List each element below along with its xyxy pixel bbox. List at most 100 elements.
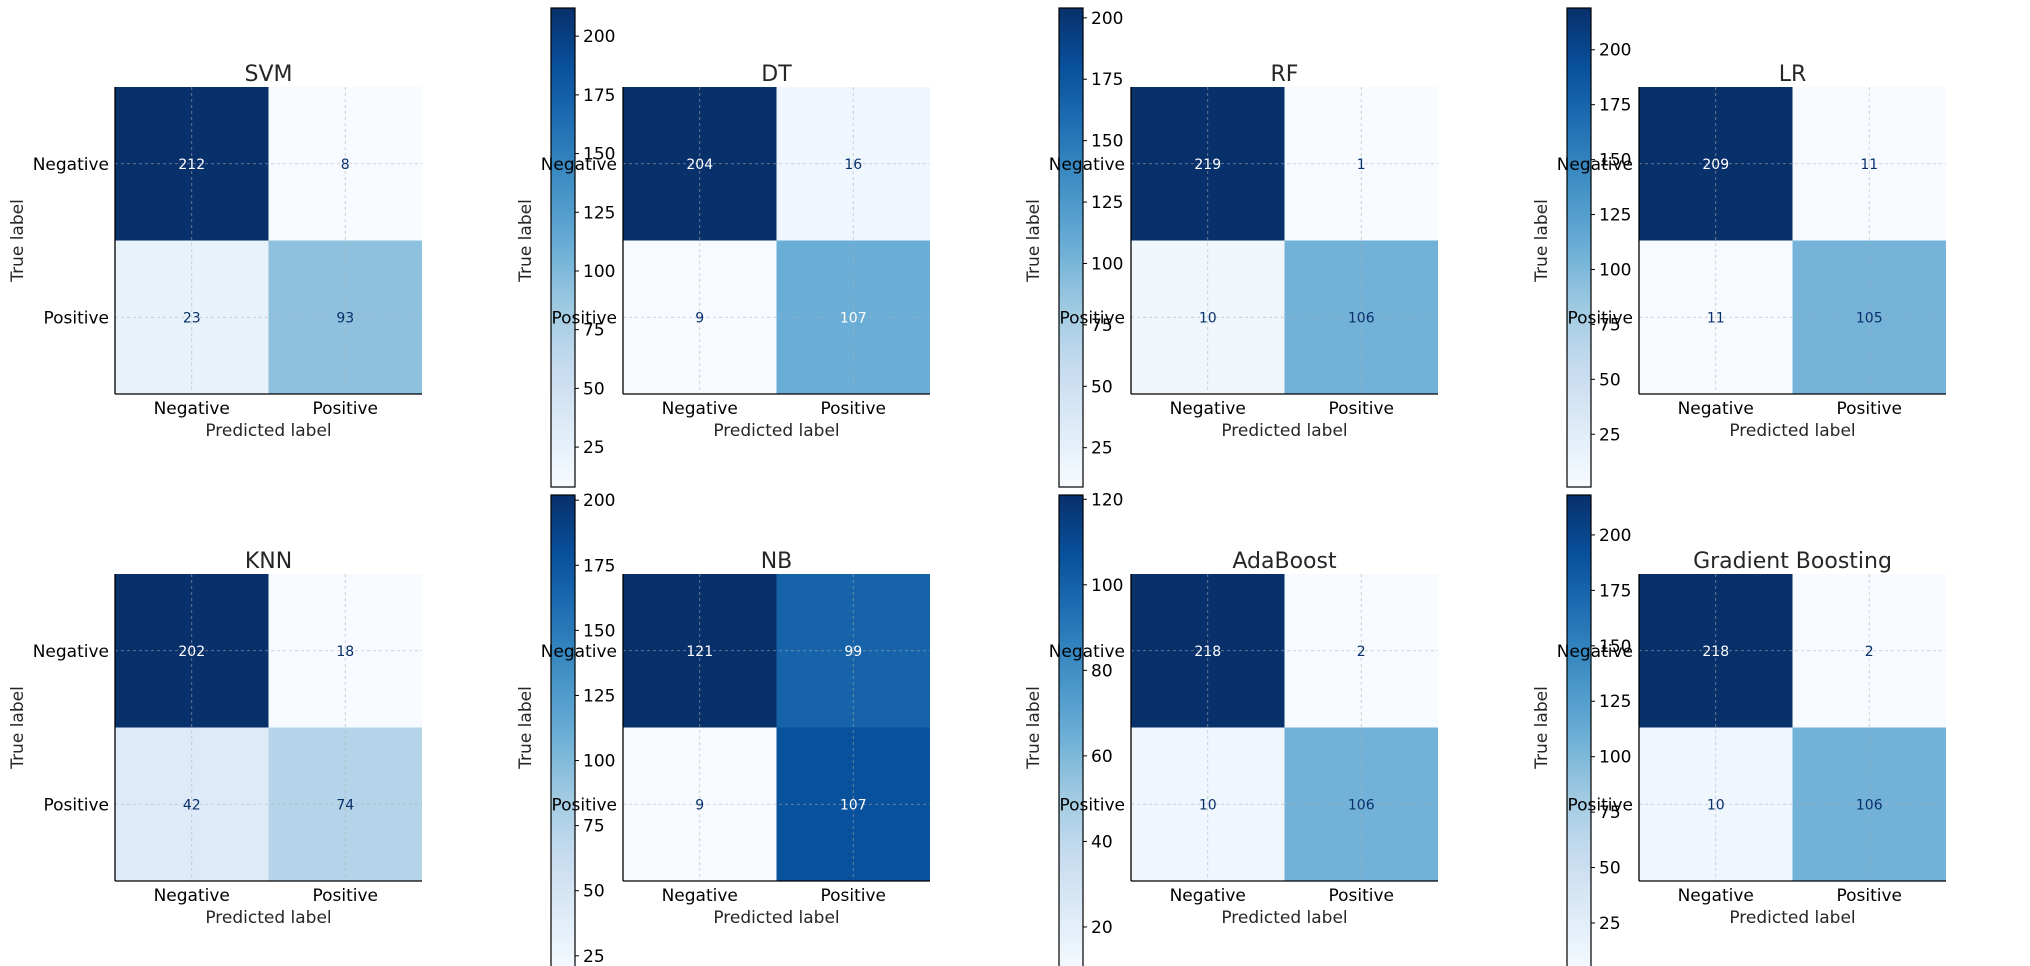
confusion-matrix-lr: 209 11 11 105 LR Negative Positive Negative Posi… (1532, 62, 1946, 441)
x-tick-label: Negative (154, 399, 230, 419)
chart-title: RF (1271, 62, 1299, 87)
cell-value-label: 106 (1348, 310, 1375, 326)
x-axis-label: Predicted label (205, 908, 331, 928)
cell-value-label: 10 (1199, 797, 1217, 813)
x-axis-label: Predicted label (1221, 421, 1347, 441)
x-tick-label: Positive (1836, 886, 1902, 906)
colorbar-tick-label: 175 (1599, 581, 1631, 601)
y-tick-label: Negative (1557, 155, 1633, 175)
colorbar-tick-label: 25 (1599, 425, 1621, 445)
x-tick-label: Negative (1678, 399, 1754, 419)
cell-value-label: 99 (844, 644, 862, 660)
x-tick-label: Positive (820, 399, 886, 419)
y-axis-label: True label (8, 199, 28, 283)
x-tick-label: Negative (662, 399, 738, 419)
colorbar-tick-label: 50 (1091, 377, 1113, 397)
x-tick-label: Negative (662, 886, 738, 906)
cell-value-label: 9 (695, 310, 704, 326)
x-tick-label: Negative (1170, 399, 1246, 419)
colorbar-tick-label: 25 (583, 438, 605, 458)
cell-value-label: 204 (686, 157, 713, 173)
x-tick-label: Positive (312, 886, 378, 906)
y-tick-label: Negative (33, 642, 109, 662)
colorbar-tick-label: 150 (583, 621, 615, 641)
colorbar-tick-label: 125 (1599, 206, 1631, 226)
y-tick-label: Positive (43, 795, 109, 815)
x-tick-label: Negative (1170, 886, 1246, 906)
y-tick-label: Positive (1567, 795, 1633, 815)
cell-value-label: 10 (1199, 310, 1217, 326)
colorbar-tick-label: 125 (583, 686, 615, 706)
colorbar-tick-label: 200 (1091, 9, 1123, 29)
colorbar-tick-label: 200 (1599, 526, 1631, 546)
y-axis-label: True label (1024, 199, 1044, 283)
colorbar-tick-label: 25 (1599, 914, 1621, 934)
x-tick-label: Negative (154, 886, 230, 906)
confusion-matrix-dt: 204 16 9 107 DT Negative Positive Negative Posit… (516, 7, 1123, 488)
y-axis-label: True label (516, 199, 536, 283)
colorbar-tick-label: 100 (583, 262, 615, 282)
y-tick-label: Negative (541, 642, 617, 662)
colorbar (1058, 7, 1084, 488)
cell-value-label: 105 (1856, 310, 1883, 326)
cell-value-label: 202 (178, 644, 205, 660)
cell-value-label: 16 (844, 157, 862, 173)
colorbar (1058, 494, 1084, 966)
colorbar-tick-label: 150 (1599, 151, 1631, 171)
cell-value-label: 218 (1702, 644, 1729, 660)
colorbar-tick-label: 200 (1599, 41, 1631, 61)
confusion-matrix-adaboost: 218 2 10 106 AdaBoost Negative Positive Negativ… (1024, 494, 1631, 966)
cell-value-label: 11 (1707, 310, 1725, 326)
x-tick-label: Positive (1328, 886, 1394, 906)
colorbar-tick-label: 40 (1091, 832, 1113, 852)
colorbar-tick-label: 120 (1091, 490, 1123, 510)
colorbar (1566, 7, 1592, 488)
y-tick-label: Positive (1567, 308, 1633, 328)
colorbar-tick-label: 75 (583, 321, 605, 341)
y-axis-label: True label (1532, 686, 1552, 770)
cell-value-label: 8 (341, 157, 350, 173)
colorbar-tick-label: 175 (1599, 96, 1631, 116)
y-tick-label: Positive (551, 795, 617, 815)
x-tick-label: Positive (820, 886, 886, 906)
colorbar-tick-label: 75 (1599, 315, 1621, 335)
colorbar-tick-label: 50 (1599, 859, 1621, 879)
y-tick-label: Negative (1049, 642, 1125, 662)
colorbar-tick-label: 100 (583, 752, 615, 772)
y-tick-label: Negative (541, 155, 617, 175)
cell-value-label: 10 (1707, 797, 1725, 813)
cell-value-label: 2 (1865, 644, 1874, 660)
colorbar-tick-label: 50 (1599, 370, 1621, 390)
colorbar-tick-label: 25 (583, 947, 605, 966)
colorbar-tick-label: 175 (583, 556, 615, 576)
colorbar (550, 7, 576, 488)
colorbar-tick-label: 150 (1599, 637, 1631, 657)
chart-title: KNN (245, 549, 292, 574)
cell-value-label: 209 (1702, 157, 1729, 173)
x-tick-label: Positive (1836, 399, 1902, 419)
x-axis-label: Predicted label (713, 421, 839, 441)
y-axis-label: True label (1024, 686, 1044, 770)
colorbar-tick-label: 50 (583, 882, 605, 902)
cell-value-label: 9 (695, 797, 704, 813)
colorbar-tick-label: 100 (1599, 260, 1631, 280)
colorbar-tick-label: 100 (1091, 254, 1123, 274)
y-axis-label: True label (8, 686, 28, 770)
cell-value-label: 106 (1348, 797, 1375, 813)
colorbar-tick-label: 20 (1091, 918, 1113, 938)
cell-value-label: 2 (1357, 644, 1366, 660)
cell-value-label: 74 (336, 797, 354, 813)
chart-title: SVM (245, 62, 293, 87)
cell-value-label: 106 (1856, 797, 1883, 813)
cell-value-label: 212 (178, 157, 205, 173)
x-axis-label: Predicted label (1729, 421, 1855, 441)
colorbar-tick-label: 75 (1091, 316, 1113, 336)
colorbar-tick-label: 75 (583, 817, 605, 837)
x-tick-label: Negative (1678, 886, 1754, 906)
cell-value-label: 121 (686, 644, 713, 660)
cell-value-label: 107 (840, 797, 867, 813)
colorbar-tick-label: 100 (1091, 576, 1123, 596)
colorbar-tick-label: 25 (1091, 439, 1113, 459)
